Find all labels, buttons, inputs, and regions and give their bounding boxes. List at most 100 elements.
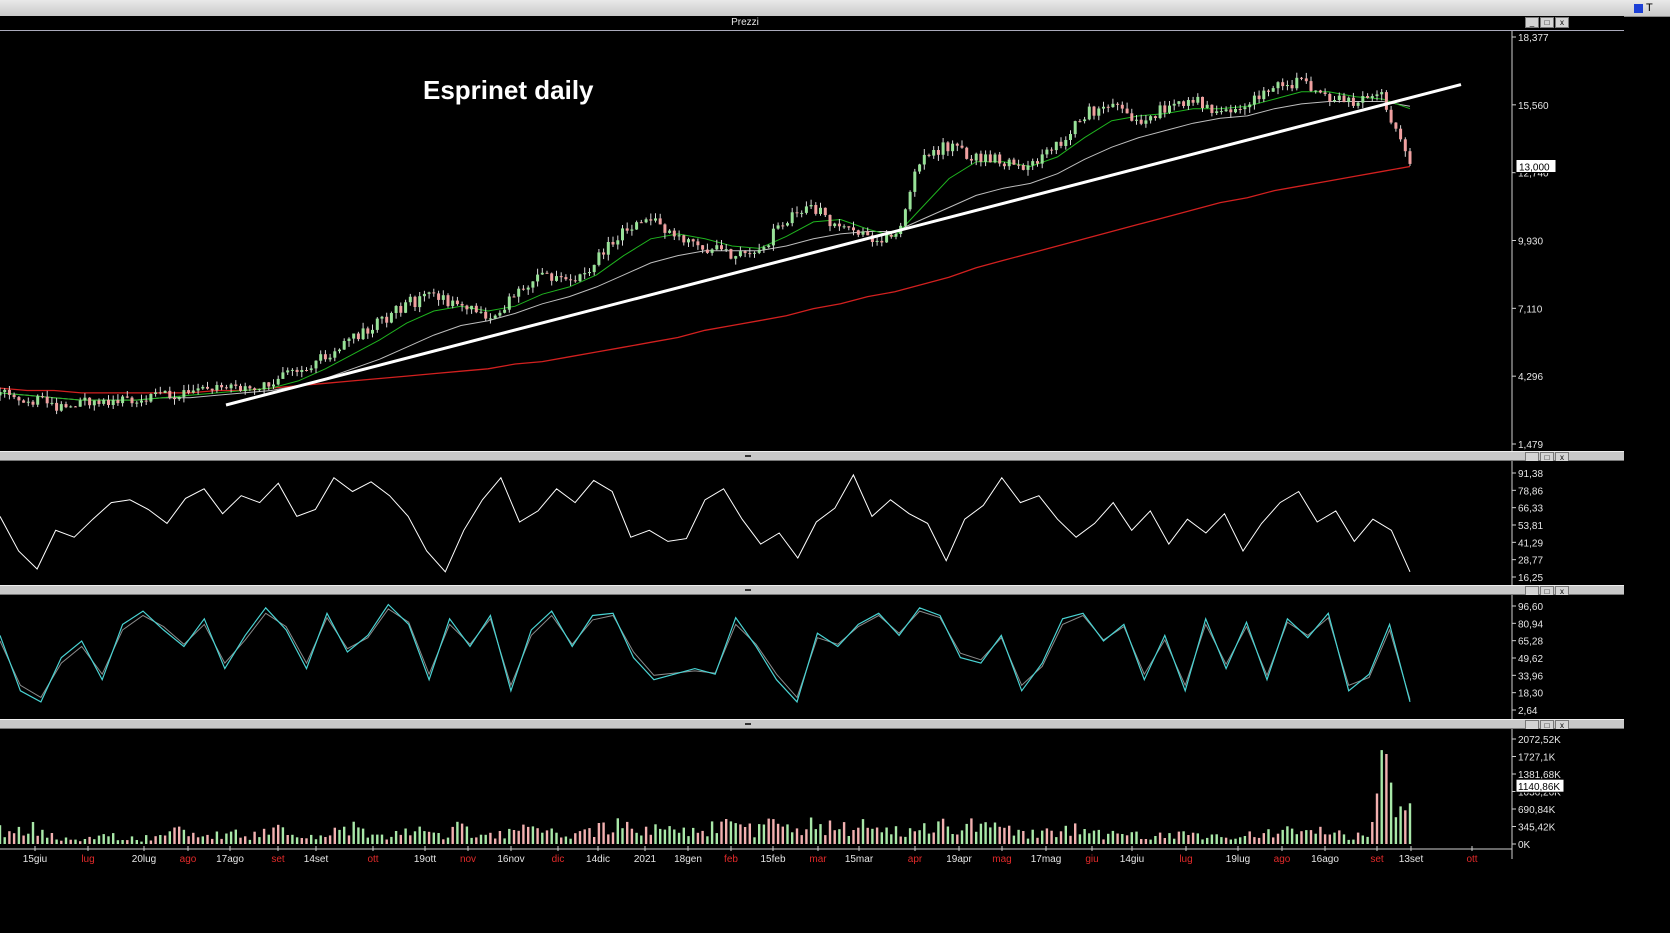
candle-body bbox=[347, 338, 351, 341]
candle-body bbox=[375, 318, 379, 330]
candle-body bbox=[1201, 96, 1204, 108]
volume-bar bbox=[527, 826, 530, 844]
volume-bar bbox=[857, 827, 860, 844]
volume-bar bbox=[659, 828, 662, 844]
volume-bar bbox=[1177, 831, 1181, 844]
x-tick-label: set bbox=[1370, 854, 1384, 865]
candle-body bbox=[1215, 111, 1219, 113]
candle-body bbox=[470, 305, 474, 310]
volume-bar bbox=[885, 827, 888, 844]
volume-bar bbox=[616, 818, 619, 844]
candle-body bbox=[78, 400, 82, 407]
volume-bar bbox=[437, 833, 440, 844]
candle-body bbox=[1026, 165, 1030, 170]
candle-body bbox=[220, 385, 224, 388]
candle-body bbox=[173, 397, 176, 400]
y-tick-label: 53,81 bbox=[1518, 521, 1543, 532]
volume-bar bbox=[88, 836, 91, 844]
volume-bar bbox=[456, 821, 459, 844]
volume-bar bbox=[1371, 822, 1374, 844]
candle-body bbox=[512, 296, 516, 298]
volume-bar bbox=[913, 831, 916, 844]
volume-bar bbox=[1059, 831, 1063, 844]
oscillator-chart-2[interactable]: 96,60 80,94 65,28 49,62 33,96 18,30 2,64 bbox=[0, 595, 1670, 719]
volume-bar bbox=[1399, 806, 1402, 844]
candle-body bbox=[333, 351, 337, 358]
volume-bar bbox=[1173, 838, 1176, 844]
pane-splitter-3[interactable] bbox=[0, 719, 1624, 729]
candle-body bbox=[239, 385, 242, 391]
volume-bar bbox=[1328, 834, 1331, 844]
volume-bar bbox=[328, 835, 332, 844]
candle-body bbox=[1007, 159, 1011, 167]
oscillator-chart-1[interactable]: 91,38 78,86 66,33 53,81 41,29 28,77 16,25 bbox=[0, 461, 1670, 585]
candle-body bbox=[1205, 104, 1209, 108]
pane-splitter-2[interactable] bbox=[0, 585, 1624, 595]
candle-body bbox=[389, 313, 393, 323]
volume-bar bbox=[404, 828, 407, 844]
candle-body bbox=[833, 223, 837, 227]
volume-chart[interactable]: 2072,52K 1727,1K 1381,68K 1036,26K 690,84K 34… bbox=[0, 729, 1670, 928]
volume-bar bbox=[1309, 830, 1313, 844]
volume-bar bbox=[626, 821, 629, 844]
candle-body bbox=[1120, 104, 1124, 109]
volume-bar bbox=[0, 825, 2, 844]
volume-bar bbox=[1323, 834, 1327, 844]
candle-body bbox=[842, 226, 846, 228]
volume-bar bbox=[758, 824, 761, 844]
volume-bar bbox=[385, 839, 388, 844]
oscillator-panel-1[interactable]: 91,38 78,86 66,33 53,81 41,29 28,77 16,25 bbox=[0, 461, 1670, 585]
candle-body bbox=[1238, 109, 1242, 110]
volume-bar bbox=[880, 832, 883, 844]
candle-body bbox=[583, 273, 587, 275]
x-tick-label: 15giu bbox=[23, 854, 47, 865]
candle-body bbox=[753, 252, 756, 254]
candle-body bbox=[1177, 101, 1181, 104]
volume-bar bbox=[1092, 830, 1096, 844]
candle-body bbox=[1050, 149, 1054, 151]
candle-body bbox=[974, 153, 978, 161]
oscillator-panel-2[interactable]: 96,60 80,94 65,28 49,62 33,96 18,30 2,64 bbox=[0, 595, 1670, 719]
y-tick-label: 18,30 bbox=[1518, 689, 1543, 700]
x-tick-label: 16nov bbox=[497, 854, 524, 865]
volume-bar bbox=[470, 837, 473, 844]
candle-body bbox=[224, 387, 228, 389]
moving-average-red-line bbox=[0, 165, 1411, 394]
candle-body bbox=[215, 385, 219, 391]
volume-bar bbox=[1206, 837, 1209, 844]
maximize-button[interactable]: □ bbox=[1540, 17, 1554, 28]
splitter-grip-icon bbox=[745, 723, 751, 725]
volume-bar bbox=[578, 831, 582, 844]
volume-panel[interactable]: 2072,52K 1727,1K 1381,68K 1036,26K 690,84K 34… bbox=[0, 729, 1670, 928]
candle-body bbox=[1219, 111, 1223, 113]
volume-bar bbox=[1352, 839, 1355, 844]
candle-body bbox=[908, 191, 912, 210]
y-tick-label: 1381,68K bbox=[1518, 770, 1561, 781]
x-tick-label: apr bbox=[908, 854, 923, 865]
candle-body bbox=[951, 143, 955, 152]
minimize-button[interactable]: _ bbox=[1525, 17, 1539, 28]
candle-body bbox=[1370, 96, 1374, 98]
volume-bar bbox=[1191, 832, 1195, 844]
candle-body bbox=[460, 304, 464, 306]
candle-body bbox=[243, 386, 247, 391]
volume-bar bbox=[277, 824, 280, 844]
volume-bar bbox=[1074, 823, 1077, 844]
volume-bar bbox=[871, 828, 874, 844]
candle-body bbox=[979, 153, 983, 162]
volume-bar bbox=[772, 819, 775, 844]
price-panel[interactable]: Esprinet daily 18,377 15,560 12,740 9,930 7,1… bbox=[0, 31, 1670, 451]
volume-bar bbox=[583, 829, 586, 844]
candle-body bbox=[1031, 161, 1035, 166]
price-chart[interactable]: Esprinet daily 18,377 15,560 12,740 9,930 7,1… bbox=[0, 31, 1670, 451]
close-button[interactable]: x bbox=[1555, 17, 1569, 28]
candle-body bbox=[1097, 108, 1101, 116]
candle-body bbox=[427, 292, 431, 294]
volume-bar bbox=[286, 835, 289, 844]
candle-body bbox=[1168, 105, 1171, 113]
candle-body bbox=[927, 154, 931, 156]
candle-body bbox=[1262, 90, 1266, 100]
volume-bar bbox=[517, 830, 520, 844]
volume-bar bbox=[36, 835, 39, 844]
pane-splitter-1[interactable] bbox=[0, 451, 1624, 461]
